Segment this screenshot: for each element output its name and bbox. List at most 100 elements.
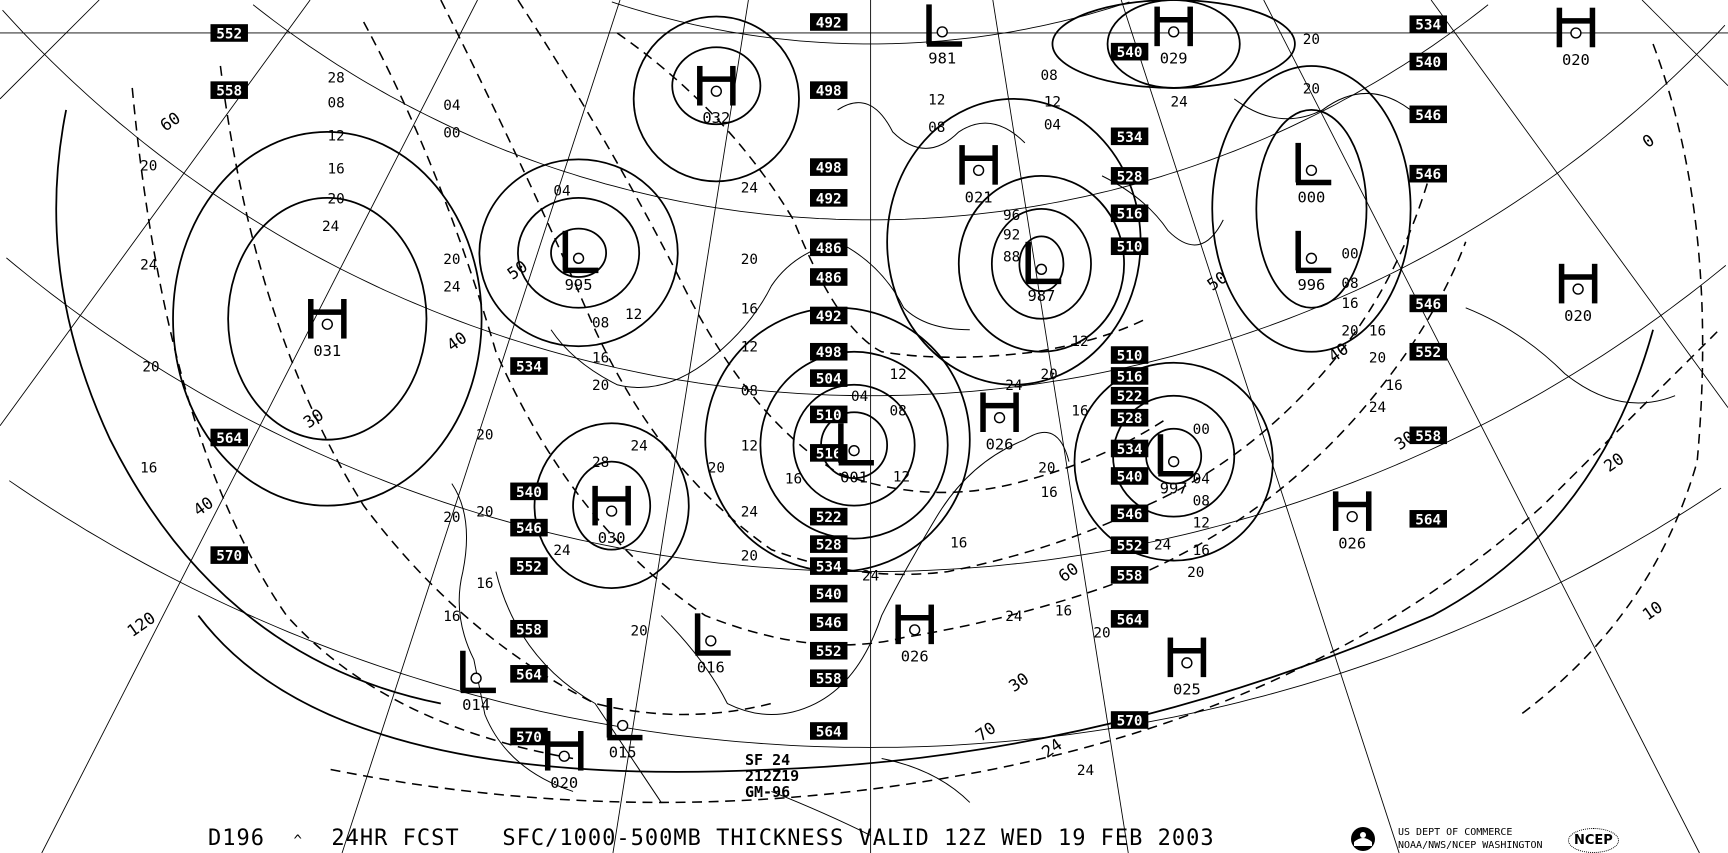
svg-text:498: 498 [816,161,842,177]
center-marker-icon [1346,510,1358,523]
noaa-logo-icon [1351,827,1375,851]
svg-text:510: 510 [816,408,842,424]
thickness-label: 534 [1110,127,1149,146]
isobar-label: 20 [476,505,493,521]
isobar-label: 12 [741,439,758,455]
svg-text:558: 558 [1415,429,1441,445]
svg-text:546: 546 [1415,108,1441,124]
svg-text:522: 522 [1117,389,1143,405]
thickness-line-label: 120 [124,608,159,641]
agency-line-2: NOAA/NWS/NCEP WASHINGTON [1398,840,1543,851]
svg-text:528: 528 [1117,169,1143,185]
thickness-label: 546 [810,613,848,632]
thickness-label: 498 [810,158,848,177]
low-pressure-center: 996 [1295,230,1332,294]
svg-text:540: 540 [1415,55,1441,71]
svg-text:570: 570 [516,730,542,746]
isobar-label: 24 [1369,400,1386,416]
pressure-value: 021 [965,188,993,206]
isobar-label: 16 [1055,604,1072,620]
isobar-label: 20 [1303,32,1320,48]
isobar-label: 20 [1369,351,1386,367]
svg-text:552: 552 [516,560,542,576]
center-marker-icon [972,164,985,177]
svg-text:528: 528 [1117,411,1143,427]
pressure-value: 030 [598,529,626,547]
agency-line-1: US DEPT OF COMMERCE [1398,827,1513,838]
isobar-label: 04 [1193,472,1210,488]
svg-text:558: 558 [816,672,842,688]
low-pressure-center: 981 [926,4,963,68]
thickness-label: 564 [1409,510,1447,528]
svg-text:546: 546 [1415,167,1441,183]
stamp-line-3: GM-96 [745,783,791,801]
chart-title: SFC/1000-500MB THICKNESS VALID 12Z WED 1… [502,826,1215,851]
center-marker-icon [470,672,482,684]
thickness-label: 492 [810,189,848,207]
isobar-label: 24 [1154,538,1171,554]
pressure-value: 997 [1160,480,1188,498]
thickness-label: 528 [1110,167,1149,185]
isobar-label: 16 [443,609,460,625]
isobar-label: 16 [950,535,967,551]
meridian-line [341,0,621,853]
high-pressure-center: 021 [959,145,998,206]
thickness-label: 570 [210,546,248,565]
isobar-label: 08 [592,316,609,332]
isobar-label: 20 [1187,565,1204,581]
thickness-label: 540 [1409,52,1447,71]
thickness-label: 546 [1409,294,1447,313]
thickness-label: 510 [1110,237,1149,256]
thickness-label: 564 [510,665,548,683]
isobar-label: 00 [1193,422,1210,438]
thickness-label: 540 [510,482,548,501]
svg-text:552: 552 [216,26,242,42]
isobar-label: 20 [443,252,460,268]
thickness-label: 546 [1409,164,1447,183]
pressure-value: 025 [1173,681,1201,699]
isobar-label: 12 [625,307,642,323]
isobar-label: 92 [1003,228,1020,244]
svg-text:564: 564 [1117,612,1143,628]
meridian-line [1263,0,1700,853]
isobar-label: 12 [1071,334,1088,350]
thickness-label: 534 [810,557,848,576]
svg-text:510: 510 [1117,349,1143,365]
isobar-label: 16 [1071,404,1088,420]
high-pressure-center: 020 [544,730,584,792]
center-marker-icon [321,318,333,330]
pressure-value: 020 [1562,51,1590,69]
thickness-line-label: 40 [443,328,470,355]
thickness-label: 552 [1110,536,1149,555]
thickness-line-label: 30 [1005,669,1032,696]
svg-text:492: 492 [816,309,842,325]
isobars [55,0,1654,773]
thickness-label: 552 [510,557,548,576]
product-id: D196 [208,826,265,851]
isobar-label: 12 [1193,516,1210,532]
thickness-label: 534 [1110,439,1149,458]
meridian-line [1430,0,1728,408]
pressure-value: 995 [565,276,593,294]
isobar-label: 04 [443,98,460,114]
svg-text:492: 492 [816,15,842,31]
svg-text:552: 552 [816,644,842,660]
svg-text:558: 558 [516,622,542,638]
svg-text:534: 534 [1117,442,1143,458]
isobar-label: 16 [741,301,758,317]
svg-text:546: 546 [1117,507,1143,523]
isobar-label: 24 [443,279,460,295]
pressure-value: 001 [840,469,868,487]
thickness-label: 498 [810,81,848,100]
isobar-label: 08 [1341,276,1358,292]
center-marker-icon [848,445,860,457]
coastlines [451,93,1676,836]
svg-text:570: 570 [216,549,242,565]
svg-text:516: 516 [1117,369,1143,385]
isobar-label: 20 [443,510,460,526]
isobar-label: 24 [862,568,879,584]
isobar-label: 24 [1077,763,1094,779]
meridian-line [41,0,478,853]
svg-text:546: 546 [516,521,542,537]
pressure-value: 014 [462,696,490,714]
